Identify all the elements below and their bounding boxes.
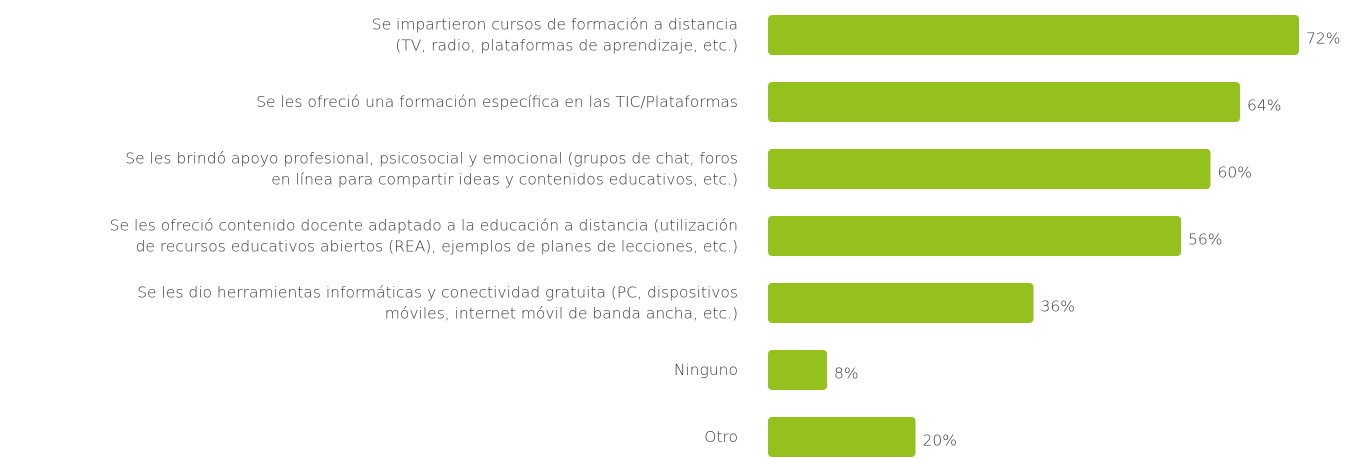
category-label: Otro bbox=[704, 428, 738, 446]
value-label: 72% bbox=[1306, 30, 1340, 48]
value-label: 56% bbox=[1188, 231, 1222, 249]
category-label: Se les ofreció contenido docente adaptad… bbox=[110, 216, 738, 255]
category-line: Se les ofreció contenido docente adaptad… bbox=[110, 216, 738, 234]
value-label: 8% bbox=[834, 365, 859, 383]
bar bbox=[768, 216, 1181, 256]
category-line: en línea para compartir ideas y contenid… bbox=[271, 170, 738, 188]
category-line: Otro bbox=[704, 428, 738, 446]
bar bbox=[768, 149, 1211, 189]
category-label: Se impartieron cursos de formación a dis… bbox=[372, 15, 738, 54]
bar bbox=[768, 82, 1240, 122]
category-line: de recursos educativos abiertos (REA), e… bbox=[136, 237, 738, 255]
bar bbox=[768, 283, 1034, 323]
value-label: 36% bbox=[1041, 298, 1075, 316]
category-label: Se les dio herramientas informáticas y c… bbox=[137, 283, 738, 322]
value-label: 20% bbox=[923, 432, 957, 450]
bar bbox=[768, 350, 827, 390]
category-line: Se les dio herramientas informáticas y c… bbox=[137, 283, 738, 301]
category-label: Ninguno bbox=[674, 361, 738, 379]
bar bbox=[768, 15, 1299, 55]
category-label: Se les ofreció una formación específica … bbox=[256, 93, 738, 111]
category-line: Se les ofreció una formación específica … bbox=[256, 93, 738, 111]
value-label: 64% bbox=[1247, 97, 1281, 115]
category-label: Se les brindó apoyo profesional, psicoso… bbox=[125, 149, 738, 188]
category-line: móviles, internet móvil de banda ancha, … bbox=[385, 304, 738, 322]
category-line: (TV, radio, plataformas de aprendizaje, … bbox=[395, 36, 738, 54]
category-line: Se les brindó apoyo profesional, psicoso… bbox=[125, 149, 738, 167]
value-label: 60% bbox=[1218, 164, 1252, 182]
category-line: Ninguno bbox=[674, 361, 738, 379]
bar bbox=[768, 417, 916, 457]
category-line: Se impartieron cursos de formación a dis… bbox=[372, 15, 738, 33]
